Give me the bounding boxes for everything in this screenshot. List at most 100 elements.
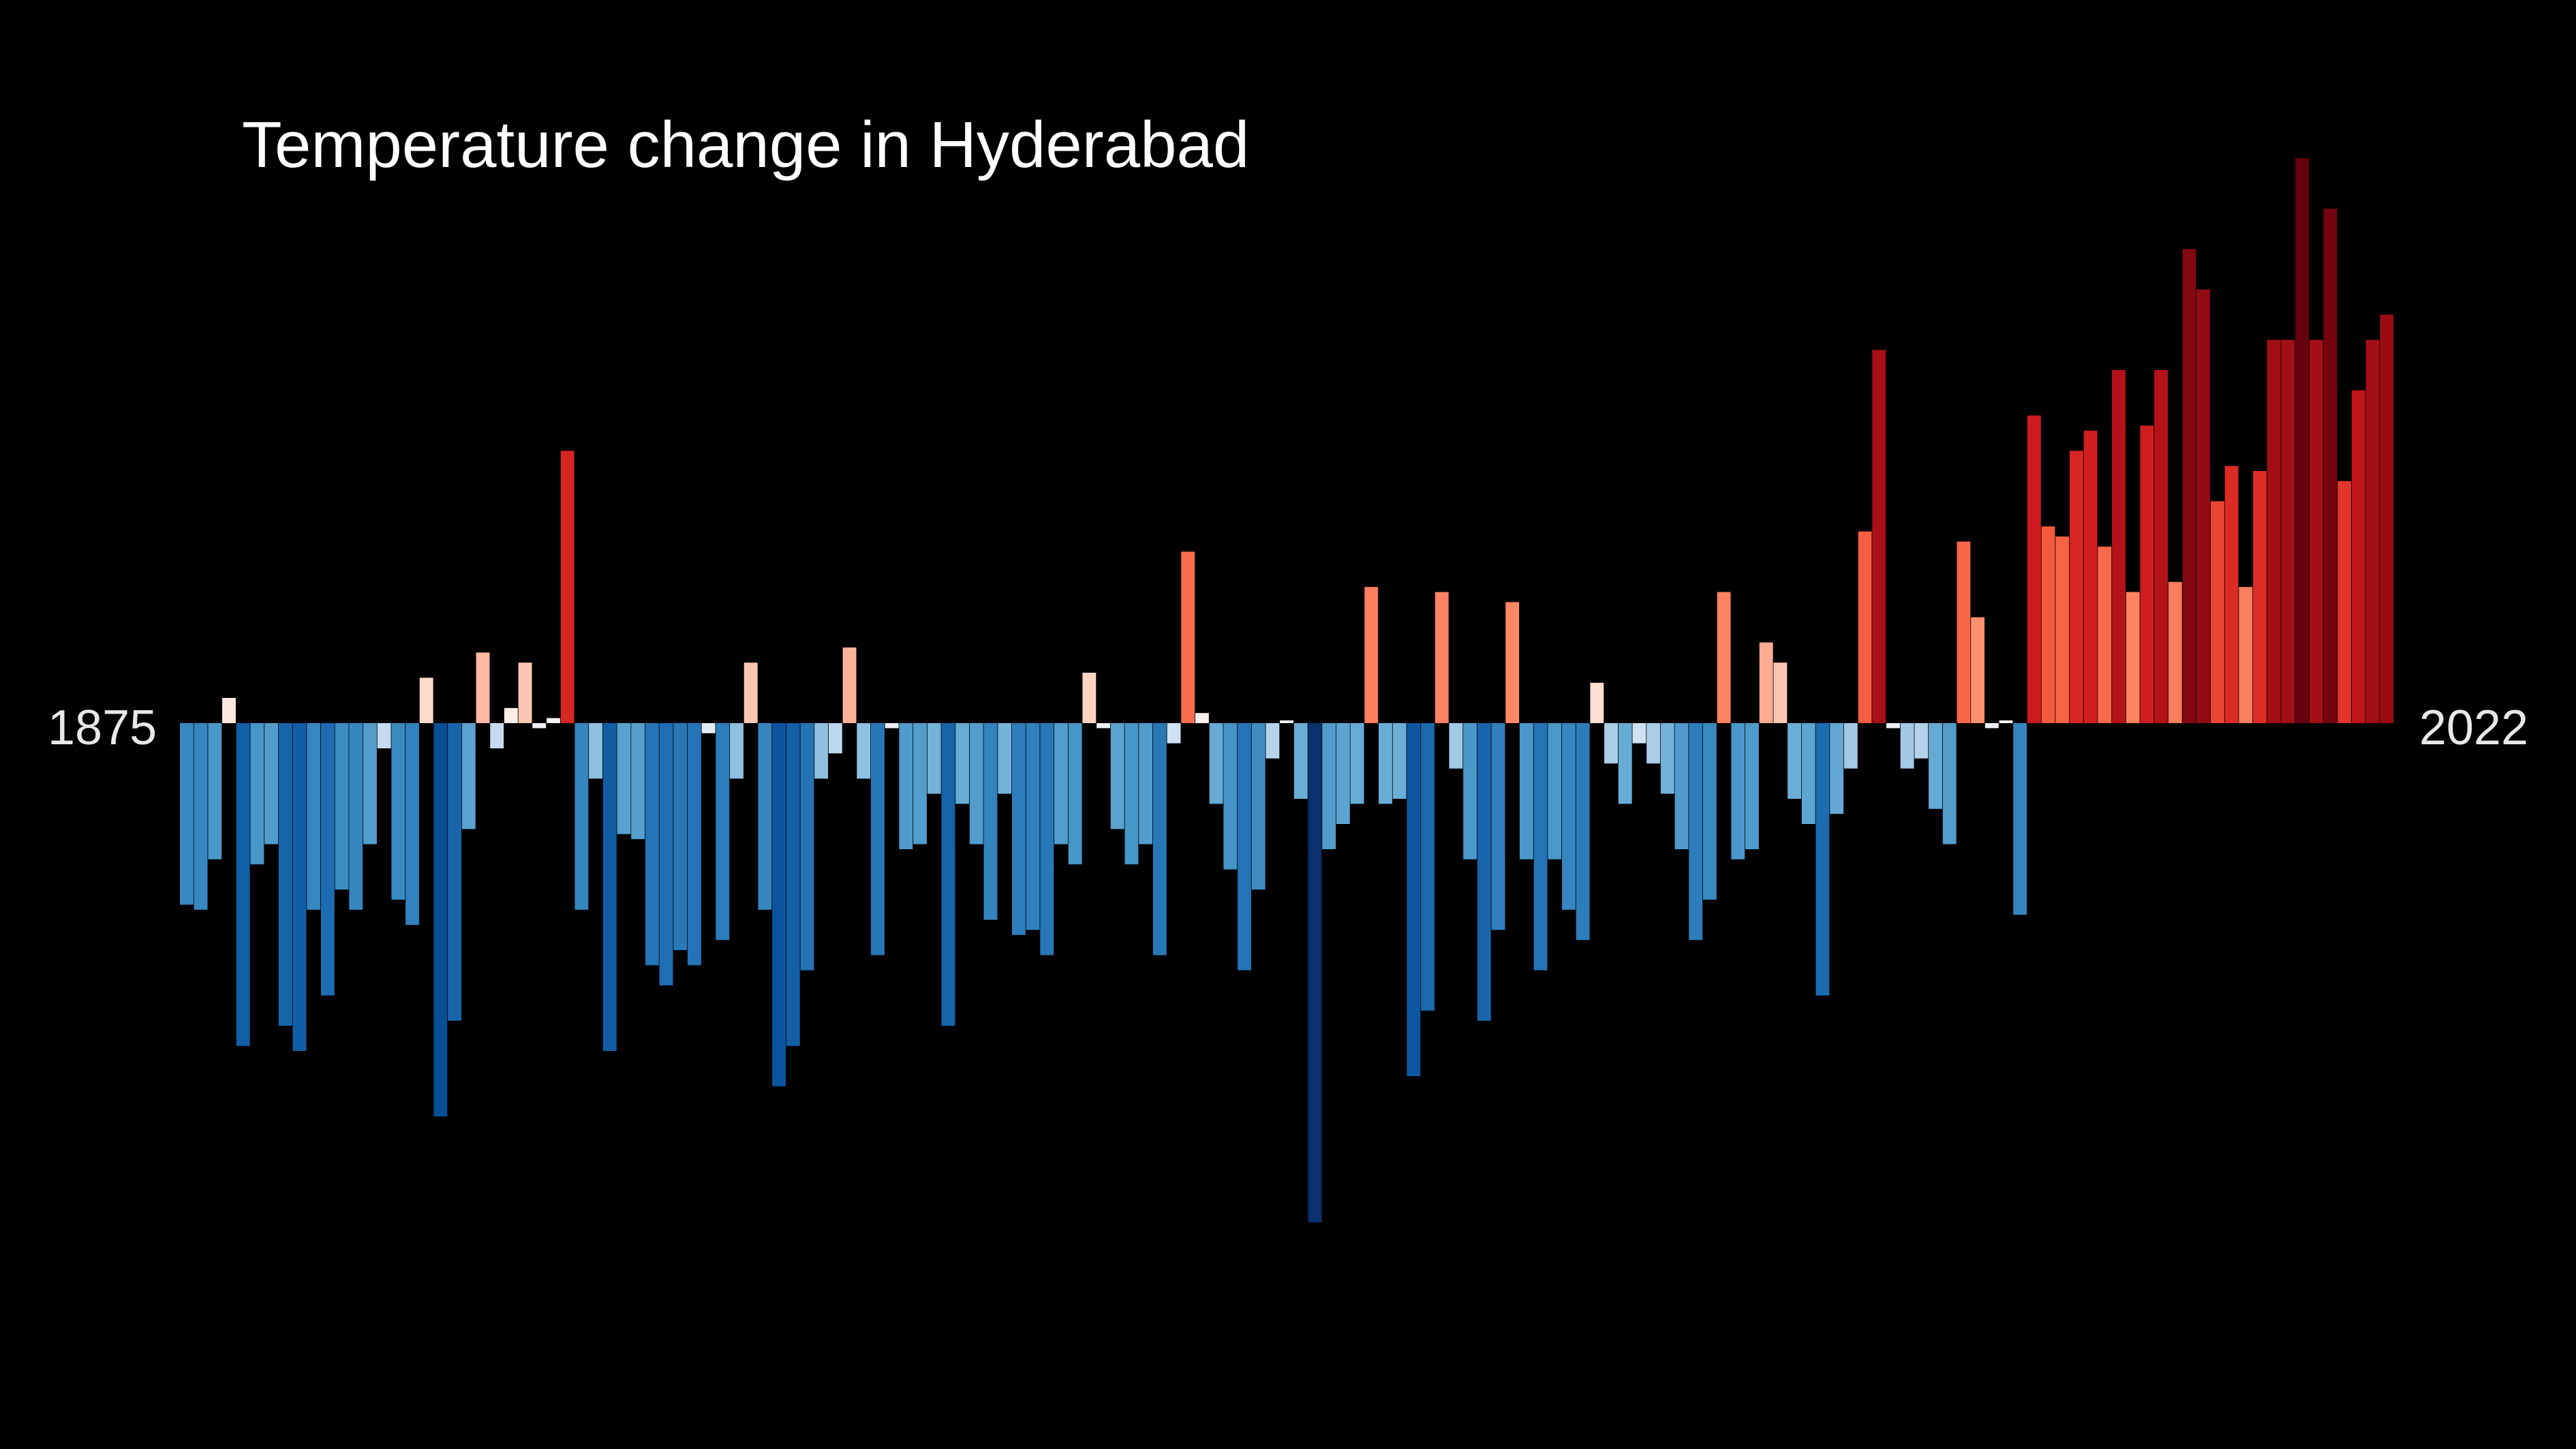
bar-year-2010 (2083, 430, 2098, 723)
bar-year-1955 (1308, 723, 1322, 1223)
bar-year-2025 (2295, 158, 2310, 723)
bar-year-1973 (1562, 723, 1576, 910)
bar-year-1902 (560, 451, 574, 723)
bar-year-1882 (278, 723, 292, 1026)
bar-year-2023 (2267, 339, 2281, 724)
bar-year-1937 (1054, 723, 1068, 844)
bar-year-1914 (730, 723, 743, 779)
bar-year-1927 (913, 723, 927, 844)
bar-year-1978 (1632, 723, 1646, 744)
bar-year-1996 (1886, 723, 1900, 729)
bar-year-1900 (532, 723, 547, 729)
bar-year-2011 (2098, 547, 2112, 723)
bar-year-1878 (222, 698, 236, 723)
bar-year-1877 (208, 723, 222, 859)
bar-year-1907 (631, 723, 645, 840)
bar-year-1945 (1167, 723, 1181, 744)
bar-year-1990 (1801, 723, 1815, 824)
bar-year-1918 (786, 723, 800, 1046)
bar-year-1974 (1576, 723, 1590, 941)
bar-year-1952 (1266, 723, 1280, 759)
bar-year-1887 (349, 723, 363, 910)
bar-year-1933 (998, 723, 1012, 794)
bar-year-1909 (659, 723, 673, 986)
bar-year-1984 (1717, 592, 1731, 723)
bar-year-2015 (2154, 370, 2168, 723)
bar-year-1901 (547, 718, 560, 723)
bar-year-2022 (2253, 471, 2267, 723)
bar-year-1883 (292, 723, 307, 1051)
bar-year-2030 (2365, 339, 2380, 724)
bar-year-1928 (927, 723, 941, 794)
bar-year-1959 (1364, 587, 1379, 723)
bar-year-1913 (716, 723, 730, 941)
bar-year-1884 (307, 723, 321, 910)
bar-year-1981 (1674, 723, 1689, 849)
bar-year-2012 (2112, 370, 2126, 723)
bar-year-1961 (1392, 723, 1407, 799)
bar-year-1964 (1435, 592, 1449, 723)
bar-year-1921 (828, 723, 842, 754)
bar-year-1960 (1379, 723, 1392, 804)
bar-year-1987 (1759, 642, 1773, 723)
bar-year-2004 (1999, 720, 2013, 723)
bar-year-1971 (1533, 723, 1548, 971)
bar-year-1908 (645, 723, 659, 966)
bar-year-1954 (1293, 723, 1308, 799)
bar-year-1975 (1590, 682, 1604, 723)
bar-year-1886 (335, 723, 349, 890)
bar-year-1995 (1872, 350, 1886, 723)
bar-year-1876 (194, 723, 208, 910)
bar-year-1953 (1280, 720, 1294, 723)
bar-year-1938 (1068, 723, 1082, 865)
bar-year-1924 (871, 723, 885, 956)
bar-year-2003 (1984, 723, 1999, 729)
bar-year-1993 (1843, 723, 1858, 769)
bar-year-1925 (885, 723, 899, 729)
bar-year-1970 (1519, 723, 1533, 859)
bar-year-1932 (983, 723, 998, 920)
end-year-label: 2022 (2419, 701, 2528, 755)
start-year-label: 1875 (48, 701, 157, 755)
bar-year-2002 (1971, 617, 1985, 723)
bar-year-1891 (405, 723, 419, 925)
bar-year-2005 (2013, 723, 2027, 915)
bar-year-1983 (1702, 723, 1717, 900)
bar-year-1881 (264, 723, 279, 844)
bar-year-2001 (1957, 541, 1971, 723)
bar-year-1930 (955, 723, 970, 804)
bar-year-1949 (1223, 723, 1238, 870)
bar-year-2000 (1942, 723, 1957, 844)
bar-year-1948 (1209, 723, 1223, 804)
bar-year-1943 (1139, 723, 1153, 844)
bar-year-2017 (2182, 249, 2196, 723)
bar-year-1982 (1689, 723, 1703, 941)
bar-year-1966 (1463, 723, 1477, 859)
bar-year-1903 (574, 723, 589, 910)
bar-year-1988 (1773, 662, 1788, 723)
bar-year-1985 (1731, 723, 1745, 859)
bar-year-1941 (1110, 723, 1124, 829)
bar-year-1944 (1152, 723, 1167, 956)
bar-year-1942 (1124, 723, 1139, 865)
bar-year-2020 (2224, 466, 2239, 723)
bar-year-1991 (1815, 723, 1830, 996)
bar-year-1888 (363, 723, 377, 844)
bar-year-1951 (1251, 723, 1266, 890)
bar-year-1947 (1195, 713, 1209, 723)
bar-year-1915 (743, 662, 758, 723)
bar-year-1986 (1745, 723, 1759, 849)
bar-year-2013 (2126, 592, 2140, 723)
bar-year-1994 (1858, 531, 1872, 723)
bar-year-1950 (1238, 723, 1251, 971)
bar-year-1895 (461, 723, 476, 829)
bar-year-1972 (1548, 723, 1562, 859)
bar-year-1979 (1646, 723, 1661, 764)
bar-year-1992 (1830, 723, 1844, 814)
bar-year-1977 (1618, 723, 1632, 804)
bar-year-1919 (800, 723, 814, 971)
bar-year-2009 (2070, 451, 2083, 723)
chart-title: Temperature change in Hyderabad (242, 108, 1249, 181)
